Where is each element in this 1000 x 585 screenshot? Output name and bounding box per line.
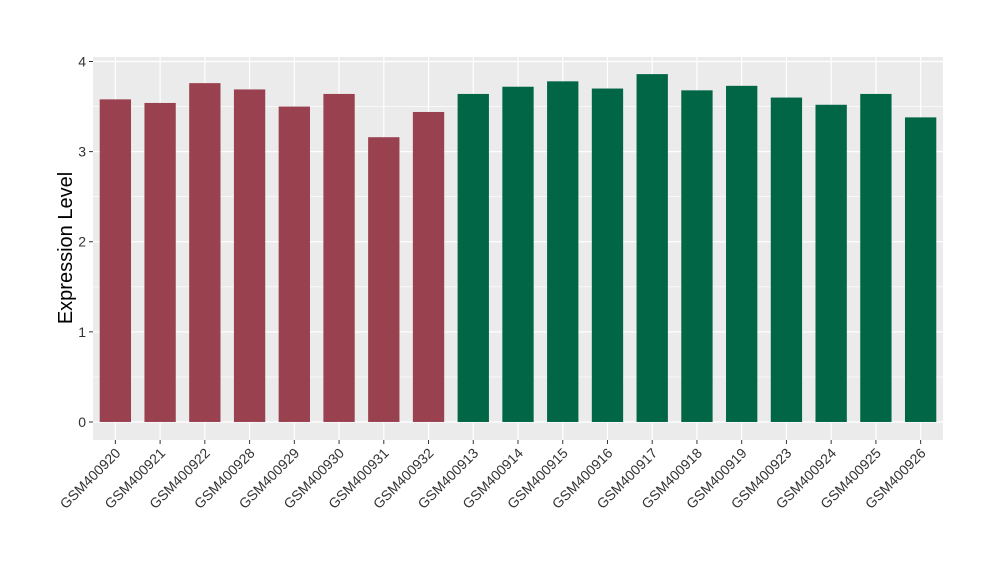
bar-GSM400923 [770, 97, 803, 422]
bar-GSM400913 [457, 93, 489, 422]
bar-GSM400914 [502, 86, 534, 422]
bar-GSM400918 [681, 90, 713, 422]
x-axis: GSM400920GSM400921GSM400922GSM400928GSM4… [57, 440, 929, 512]
bar-GSM400925 [860, 93, 892, 422]
y-tick-label: 1 [78, 324, 86, 340]
bar-GSM400926 [904, 117, 937, 422]
bar-GSM400917 [636, 74, 668, 422]
bar-GSM400920 [99, 99, 132, 422]
y-tick-label: 4 [78, 54, 86, 70]
y-tick-label: 2 [78, 234, 86, 250]
y-tick-label: 0 [78, 414, 86, 430]
y-axis: 0 1 2 3 4 [78, 54, 93, 430]
bar-GSM400930 [323, 93, 355, 422]
bar-GSM400916 [591, 88, 624, 422]
bar-GSM400931 [368, 137, 400, 422]
bar-GSM400932 [412, 111, 445, 422]
bar-GSM400922 [189, 83, 221, 422]
bars [99, 74, 937, 422]
bar-GSM400928 [233, 89, 266, 422]
bar-GSM400915 [547, 81, 579, 422]
bar-GSM400924 [815, 104, 847, 422]
bar-GSM400929 [278, 106, 310, 422]
bar-GSM400919 [726, 85, 758, 422]
y-tick-label: 3 [78, 144, 86, 160]
y-axis-label: Expression Level [55, 172, 77, 324]
bar-GSM400921 [144, 102, 176, 422]
